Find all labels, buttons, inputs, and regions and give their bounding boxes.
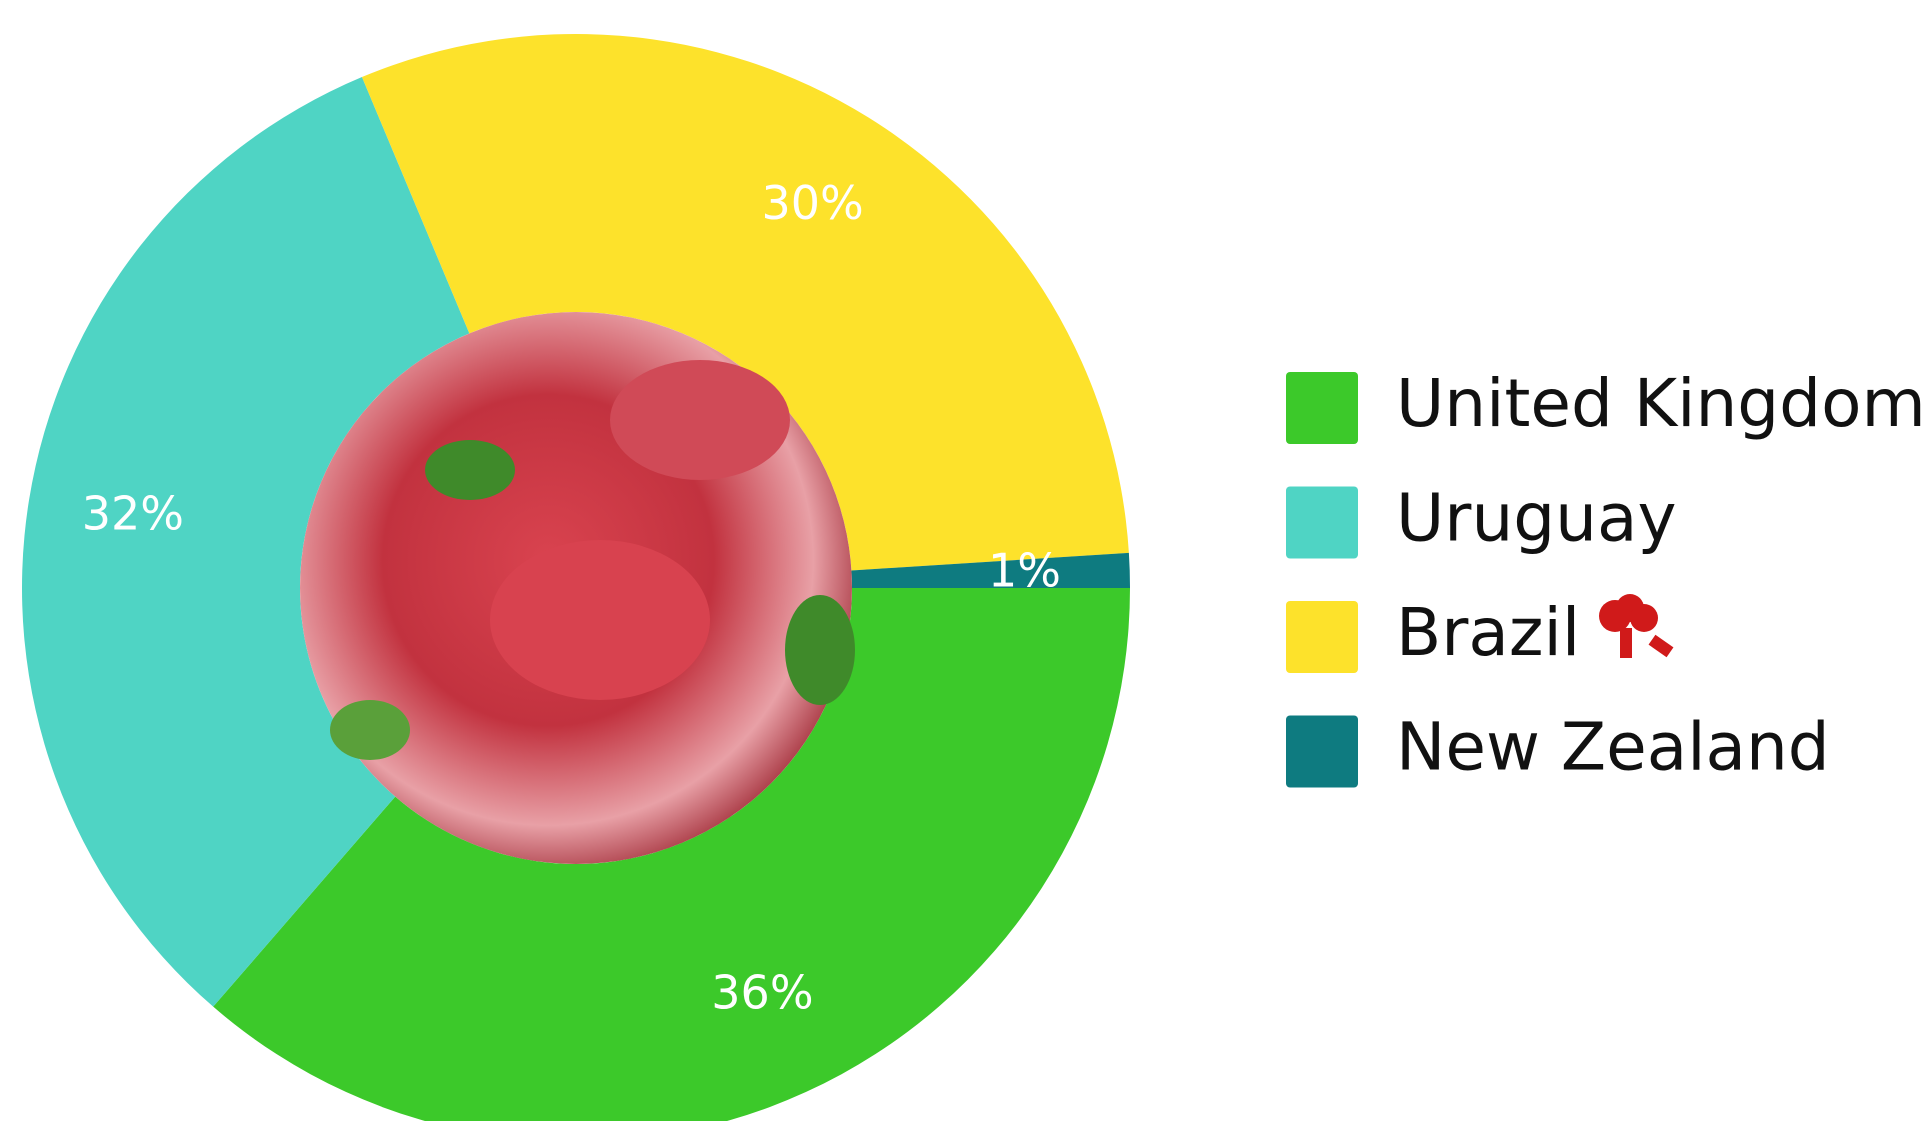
brazil-icon: [1599, 594, 1674, 658]
parsley: [785, 595, 855, 705]
legend-label: Brazil: [1396, 594, 1580, 671]
parsley: [425, 440, 515, 500]
slice: [851, 552, 1130, 588]
parsley: [330, 700, 410, 760]
slice: [213, 588, 1130, 1121]
data-label: 1%: [988, 543, 1061, 597]
legend-swatch: [1286, 372, 1358, 444]
legend: United Kingdom Uruguay Brazil New Zealand: [1286, 365, 1921, 788]
data-label: 36%: [711, 966, 813, 1020]
data-label: 30%: [761, 176, 863, 230]
legend-swatch: [1286, 601, 1358, 673]
legend-swatch: [1286, 486, 1358, 559]
slice: [361, 34, 1129, 571]
meat-piece: [490, 540, 710, 700]
meat-piece: [610, 360, 790, 480]
data-label: 32%: [82, 487, 184, 541]
legend-label: United Kingdom: [1396, 365, 1921, 442]
center-image: [300, 312, 855, 864]
legend-label: New Zealand: [1396, 709, 1830, 786]
slice: [22, 77, 470, 1007]
legend-label: Uruguay: [1396, 480, 1677, 557]
legend-swatch: [1286, 715, 1358, 788]
donut: [22, 34, 1130, 1121]
